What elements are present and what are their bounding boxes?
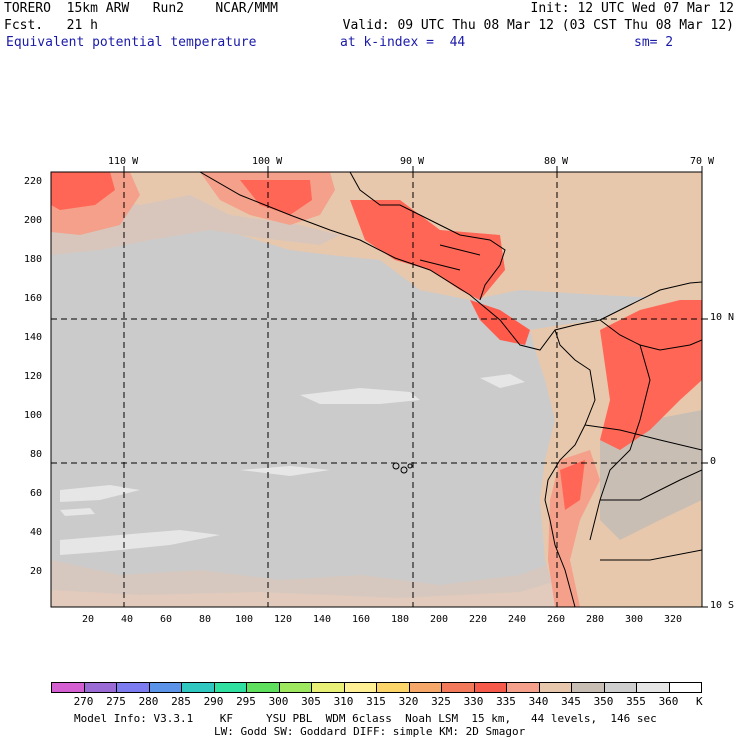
y-tick: 100 [24,410,43,421]
y-tick: 140 [24,332,43,343]
graticule [51,172,702,607]
x-tick: 280 [586,614,605,625]
colorbar-swatch [213,682,247,693]
shading-red-mexico [240,180,312,215]
colorbar-swatch [636,682,670,693]
colorbar-label: 270 [73,695,94,708]
colorbar-label: 305 [301,695,321,708]
y-tick: 20 [30,566,43,577]
x-tick: 180 [391,614,410,625]
colorbar-swatch [441,682,475,693]
colorbar-swatch [571,682,605,693]
field-name: Equivalent potential temperature [6,35,257,50]
colorbar-swatch [116,682,150,693]
lon-label-90w: 90 W [400,156,425,167]
x-tick: 20 [82,614,95,625]
x-tick: 300 [625,614,644,625]
x-tick: 200 [430,614,449,625]
x-tick: 160 [352,614,371,625]
shading-red-central-america [350,200,505,300]
colorbar-swatch [668,682,702,693]
colorbar-swatch [181,682,215,693]
forecast-hour: Fcst. 21 h [4,18,98,33]
x-tick: 40 [121,614,134,625]
run-title: TORERO 15km ARW Run2 NCAR/MMM [4,1,278,16]
shading-light-streaks [60,374,525,555]
colorbar-label: 275 [106,695,126,708]
colorbar-swatch [311,682,345,693]
colorbar-swatch [408,682,442,693]
lon-label-80w: 80 W [544,156,569,167]
colorbar-swatch [376,682,410,693]
colorbar-swatch [603,682,637,693]
x-tick: 260 [547,614,566,625]
colorbar-swatch [278,682,312,693]
colorbar-swatch [246,682,280,693]
model-info: Model Info: V3.3.1 KF YSU PBL WDM 6class… [74,712,657,725]
shading-salmon-peru [548,450,600,607]
axis-ticks [123,166,708,608]
colorbar-label: 325 [431,695,451,708]
x-tick: 120 [274,614,293,625]
smoothing-info: sm= 2 [634,35,674,50]
colorbar-swatch [83,682,117,693]
colorbar-label: 315 [366,695,386,708]
colorbar-label: 340 [528,695,549,708]
colorbar-swatch [506,682,540,693]
x-tick: 220 [469,614,488,625]
y-tick: 60 [30,488,43,499]
colorbar-swatch [343,682,377,693]
shading-red-peru [560,460,585,510]
y-tick: 180 [24,254,43,265]
physics-info: LW: Godd SW: Goddard DIFF: simple KM: 2D… [214,725,526,738]
colorbar-swatch [51,682,85,693]
lat-label-10s: 10 S [710,600,735,611]
shading-red-nw [51,172,115,210]
y-tick: 160 [24,293,43,304]
shading-red-costa-rica [470,300,530,345]
colorbar-label: 355 [626,695,646,708]
colorbar-label: 360 [658,695,679,708]
colorbar-label: 280 [138,695,159,708]
colorbar-label: 335 [496,695,516,708]
lat-label-10n: 10 N [710,312,735,323]
colorbar-label: 285 [171,695,191,708]
y-tick: 80 [30,449,43,460]
x-tick: 100 [235,614,254,625]
colorbar-label: 330 [463,695,484,708]
x-tick: 240 [508,614,527,625]
colorbar-label: 345 [561,695,581,708]
shading-south-tan [51,580,702,607]
y-tick: 220 [24,176,43,187]
y-tick: 40 [30,527,43,538]
level-info: at k-index = 44 [340,35,466,50]
colorbar-swatch [538,682,572,693]
colorbar-label: 300 [268,695,289,708]
colorbar-label: 350 [593,695,614,708]
colorbar-swatch [148,682,182,693]
x-tick: 320 [664,614,683,625]
map-frame [50,171,703,608]
lon-label-110w: 110 W [108,156,139,167]
colorbar-label: 290 [203,695,224,708]
valid-time: Valid: 09 UTC Thu 08 Mar 12 (03 CST Thu … [342,18,734,33]
colorbar-label: 310 [333,695,354,708]
coastlines [199,172,702,607]
x-tick: 80 [199,614,212,625]
lon-label-70w: 70 W [690,156,715,167]
init-time: Init: 12 UTC Wed 07 Mar 12 [530,1,735,16]
x-tick: 140 [313,614,332,625]
lat-label-0: 0 [710,456,717,467]
colorbar-label: 320 [398,695,419,708]
y-tick: 120 [24,371,43,382]
colorbar-unit: K [696,695,703,708]
colorbar-label: 295 [236,695,256,708]
lon-label-100w: 100 W [252,156,283,167]
colorbar-swatch [473,682,507,693]
x-tick: 60 [160,614,173,625]
y-tick: 200 [24,215,43,226]
